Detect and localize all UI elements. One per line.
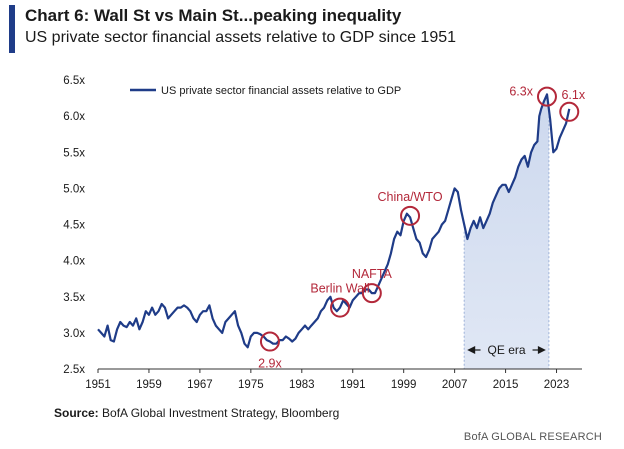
x-tick-label: 1951 (85, 379, 111, 391)
qe-arrow-right-head (537, 346, 546, 354)
source-label: Source: (54, 406, 99, 420)
annotation-label: 2.9x (258, 357, 282, 371)
title-accent-bar (9, 5, 15, 53)
series-line (97, 93, 571, 349)
y-tick-label: 4.0x (63, 256, 85, 268)
annotation-label: 6.3x (509, 85, 533, 99)
x-tick-label: 2007 (442, 379, 468, 391)
x-tick-label: 1967 (187, 379, 213, 391)
y-tick-label: 6.0x (63, 111, 85, 123)
brand-footer: BofA GLOBAL RESEARCH (463, 431, 602, 443)
chart-title: Chart 6: Wall St vs Main St...peaking in… (25, 6, 402, 25)
y-tick-label: 4.5x (63, 220, 85, 232)
y-tick-label: 3.0x (63, 328, 85, 340)
annotation-circle (330, 297, 350, 318)
annotation-circle (259, 331, 280, 352)
annotation-circle (536, 86, 557, 107)
annotation-label: NAFTA (352, 267, 393, 281)
source-text: BofA Global Investment Strategy, Bloombe… (102, 406, 340, 420)
annotation-label: 6.1x (561, 88, 585, 102)
annotation-circle (361, 283, 382, 304)
annotation-label: China/WTO (378, 190, 443, 204)
y-tick-label: 2.5x (63, 364, 85, 376)
x-tick-label: 1991 (340, 379, 366, 391)
annotation-circle (559, 101, 580, 122)
source-note: Source: BofA Global Investment Strategy,… (54, 406, 339, 420)
x-tick-label: 2015 (493, 379, 519, 391)
qe-arrow-left-head (467, 346, 476, 354)
x-tick-label: 1975 (238, 379, 264, 391)
qe-era-label: QE era (488, 343, 526, 357)
x-tick-label: 1983 (289, 379, 315, 391)
x-tick-label: 1999 (391, 379, 417, 391)
x-tick-label: 1959 (136, 379, 162, 391)
qe-era-band (464, 94, 549, 370)
annotation-label: Berlin Wall (310, 282, 369, 296)
x-tick-label: 2023 (544, 379, 570, 391)
y-tick-label: 6.5x (63, 75, 85, 87)
annotation-circle (400, 205, 421, 226)
y-tick-label: 3.5x (63, 292, 85, 304)
legend-label: US private sector financial assets relat… (161, 85, 401, 97)
y-tick-label: 5.5x (63, 147, 85, 159)
chart-subtitle: US private sector financial assets relat… (25, 29, 457, 46)
y-tick-label: 5.0x (63, 183, 85, 195)
